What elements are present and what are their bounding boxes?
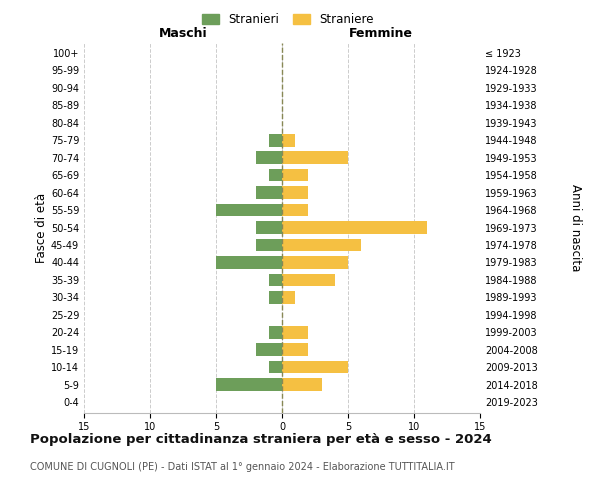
Legend: Stranieri, Straniere: Stranieri, Straniere xyxy=(197,8,379,31)
Bar xyxy=(282,221,427,234)
Y-axis label: Anni di nascita: Anni di nascita xyxy=(569,184,582,271)
Bar xyxy=(216,378,282,391)
Bar xyxy=(269,291,282,304)
Bar xyxy=(282,152,348,164)
Bar xyxy=(256,238,282,251)
Bar xyxy=(269,134,282,146)
Text: Femmine: Femmine xyxy=(349,27,413,40)
Bar xyxy=(282,326,308,338)
Bar xyxy=(256,186,282,199)
Bar xyxy=(282,169,308,181)
Bar xyxy=(216,204,282,216)
Bar xyxy=(269,169,282,181)
Bar xyxy=(216,256,282,268)
Bar xyxy=(282,134,295,146)
Text: Popolazione per cittadinanza straniera per età e sesso - 2024: Popolazione per cittadinanza straniera p… xyxy=(30,432,492,446)
Text: COMUNE DI CUGNOLI (PE) - Dati ISTAT al 1° gennaio 2024 - Elaborazione TUTTITALIA: COMUNE DI CUGNOLI (PE) - Dati ISTAT al 1… xyxy=(30,462,455,472)
Bar xyxy=(256,344,282,356)
Text: Maschi: Maschi xyxy=(158,27,208,40)
Bar xyxy=(256,152,282,164)
Bar xyxy=(282,361,348,374)
Bar xyxy=(282,344,308,356)
Bar xyxy=(282,291,295,304)
Bar xyxy=(269,361,282,374)
Bar xyxy=(269,274,282,286)
Bar xyxy=(282,256,348,268)
Bar xyxy=(282,204,308,216)
Bar xyxy=(282,274,335,286)
Bar xyxy=(282,238,361,251)
Bar xyxy=(282,186,308,199)
Y-axis label: Fasce di età: Fasce di età xyxy=(35,192,48,262)
Bar xyxy=(282,378,322,391)
Bar xyxy=(269,326,282,338)
Bar xyxy=(256,221,282,234)
